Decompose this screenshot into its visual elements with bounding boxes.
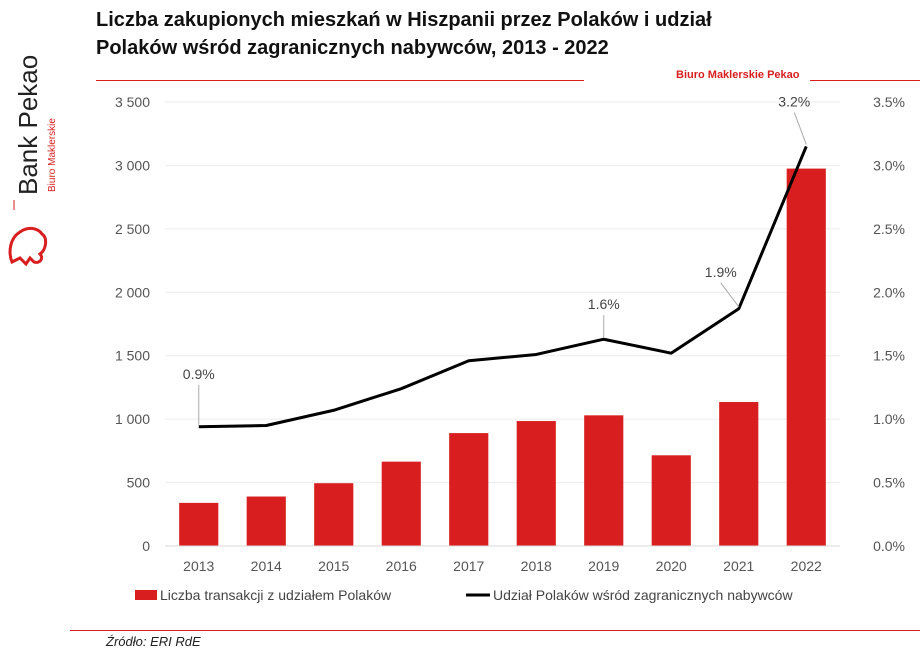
data-label: 1.9% <box>705 264 737 280</box>
data-label: 0.9% <box>183 366 215 382</box>
bar <box>651 455 691 546</box>
y-right-tick-label: 0.5% <box>873 475 905 491</box>
y-left-tick-label: 0 <box>142 538 150 554</box>
legend: Liczba transakcji z udziałem Polaków Udz… <box>135 587 793 603</box>
y-axis-right: 0.0% 0.5% 1.0% 1.5% 2.0% 2.5% 3.0% 3.5% <box>873 94 905 554</box>
y-right-tick-label: 0.0% <box>873 538 905 554</box>
title-line-1: Liczba zakupionych mieszkań w Hiszpanii … <box>96 9 712 31</box>
y-left-tick-label: 2 500 <box>115 221 150 237</box>
bar <box>584 415 624 546</box>
y-right-tick-label: 2.5% <box>873 221 905 237</box>
x-tick-label: 2020 <box>656 558 687 574</box>
bar <box>719 402 759 546</box>
bar <box>449 433 489 546</box>
data-label: 3.2% <box>778 93 810 109</box>
y-right-tick-label: 1.0% <box>873 411 905 427</box>
chart-title: Liczba zakupionych mieszkań w Hiszpanii … <box>96 6 896 62</box>
publisher-label: Biuro Maklerskie Pekao <box>676 69 800 81</box>
legend-swatch-bars <box>135 590 157 600</box>
legend-label-bars: Liczba transakcji z udziałem Polaków <box>160 587 392 603</box>
x-tick-label: 2013 <box>183 558 214 574</box>
data-label: 1.6% <box>588 296 620 312</box>
y-left-tick-label: 3 500 <box>115 94 150 110</box>
bar <box>246 496 286 546</box>
bar <box>381 461 421 546</box>
top-divider-right <box>810 80 920 81</box>
logo-brand-text: Bank Pekao <box>13 55 43 195</box>
y-right-tick-label: 3.0% <box>873 157 905 173</box>
data-label-leader <box>720 282 740 308</box>
legend-label-line: Udział Polaków wśród zagranicznych nabyw… <box>493 587 793 603</box>
bottom-divider <box>70 630 920 631</box>
y-left-tick-label: 1 500 <box>115 348 150 364</box>
y-left-tick-label: 500 <box>127 475 151 491</box>
x-tick-label: 2019 <box>588 558 619 574</box>
share-line <box>198 145 808 429</box>
x-tick-label: 2014 <box>251 558 282 574</box>
bison-icon <box>8 226 48 267</box>
bank-pekao-logo: Bank Pekao Biuro Maklerskie <box>8 55 58 267</box>
x-tick-label: 2021 <box>723 558 754 574</box>
bar <box>314 483 354 546</box>
data-labels: 0.9% 1.6% 1.9% 3.2% <box>183 93 810 425</box>
data-label-leader <box>793 112 807 145</box>
top-divider-left <box>96 80 584 81</box>
x-tick-label: 2022 <box>791 558 822 574</box>
x-axis: 2013 2014 2015 2016 2017 2018 2019 2020 2021 2022 <box>183 558 822 574</box>
title-line-2: Polaków wśród zagranicznych nabywców, 20… <box>96 37 609 59</box>
x-tick-label: 2018 <box>521 558 552 574</box>
y-right-tick-label: 2.0% <box>873 284 905 300</box>
source-note: Źródło: ERI RdE <box>106 634 201 649</box>
y-right-tick-label: 1.5% <box>873 348 905 364</box>
bar <box>786 168 826 546</box>
x-tick-label: 2015 <box>318 558 349 574</box>
x-tick-label: 2017 <box>453 558 484 574</box>
y-left-tick-label: 1 000 <box>115 411 150 427</box>
bar <box>179 502 219 546</box>
bar-series <box>179 168 826 546</box>
logo-sub-text: Biuro Maklerskie <box>47 118 58 192</box>
y-left-tick-label: 3 000 <box>115 157 150 173</box>
y-right-tick-label: 3.5% <box>873 94 905 110</box>
y-axis-left: 0 500 1 000 1 500 2 000 2 500 3 000 3 500 <box>115 94 150 554</box>
x-tick-label: 2016 <box>386 558 417 574</box>
y-left-tick-label: 2 000 <box>115 284 150 300</box>
bar <box>516 421 556 546</box>
